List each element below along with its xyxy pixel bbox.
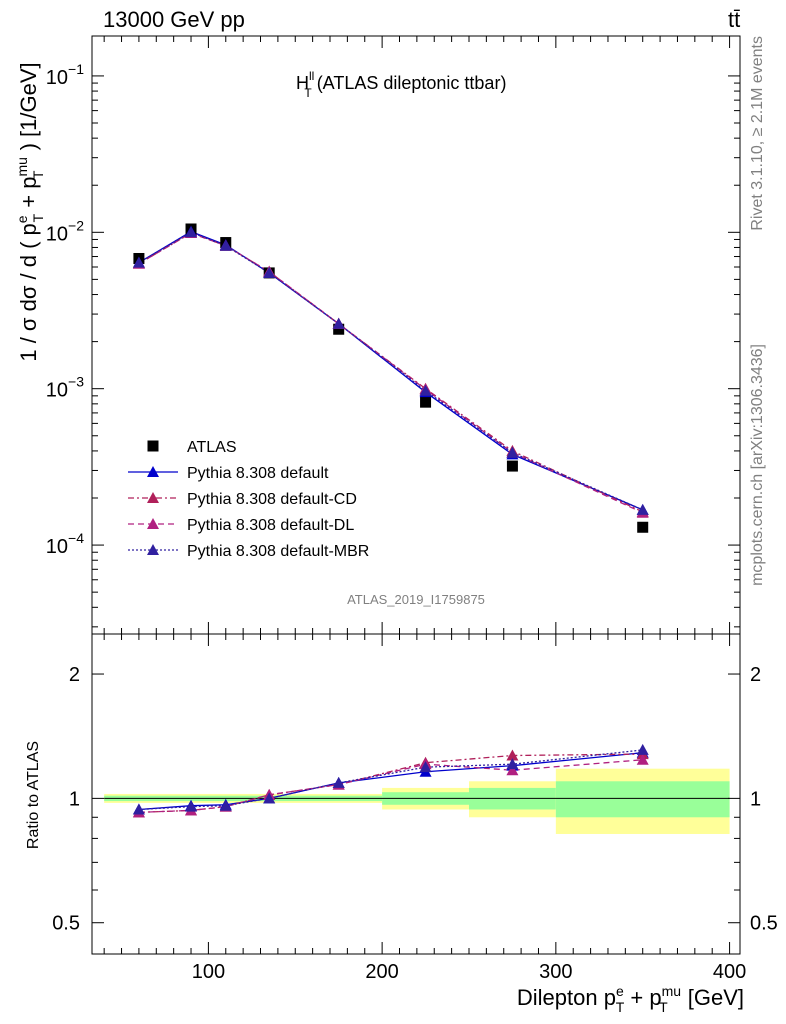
y-tick-exp: −1 [68,61,84,77]
plot-title-sup: ll [309,69,314,83]
legend-marker-atlas [147,440,159,452]
mc-point-mbr [185,226,198,238]
mc-point-mbr [132,256,145,268]
legend-label: Pythia 8.308 default-CD [187,491,357,508]
data-point-atlas [420,396,432,408]
mc-point-mbr [636,503,649,515]
rivet-label: Rivet 3.1.10, ≥ 2.1M events [749,36,766,231]
x-tick-label: 100 [192,961,225,983]
ylabel-part: 1 / σ dσ / d ( p [16,223,41,361]
xlabel-sub: T [659,999,668,1015]
plot-title-sub: T [304,86,312,100]
y-axis-label-main: 1 / σ dσ / d ( peT + pmuT ) [1/GeV] [14,62,46,361]
legend-label: Pythia 8.308 default-MBR [187,543,369,560]
y-tick-label: 1 [69,788,80,810]
y-tick-label-right: 0.5 [750,913,778,935]
y-tick-label: 2 [69,664,80,686]
y-tick-base: 10 [46,223,68,245]
data-point-atlas [637,521,649,533]
ylabel-sup: e [14,215,30,223]
ratio-point-mbr [506,758,519,770]
mc-point-mbr [419,384,432,396]
analysis-id: ATLAS_2019_I1759875 [347,592,485,607]
ylabel-sub: T [30,213,46,222]
legend-marker-default [147,466,159,477]
ratio-point-mbr [636,743,649,755]
y-tick-label-right: 2 [750,664,761,686]
ratio-line-mbr [138,749,643,811]
series-line-mbr [138,231,643,511]
ratio-frame [91,633,741,955]
header-energy: 13000 GeV pp [103,7,245,32]
xlabel-sup: e [616,983,624,999]
ylabel-sub: T [30,170,46,179]
y-tick-label: 0.5 [52,913,80,935]
xlabel-part: Dilepton p [517,985,616,1010]
legend-label: Pythia 8.308 default [187,465,329,482]
x-axis-label: Dilepton pe T + pmu T [GeV] [517,983,744,1015]
y-tick-exp: −2 [68,217,84,233]
y-axis-label-ratio: Ratio to ATLAS [25,741,42,849]
y-tick-label: 10−1 [46,61,84,89]
y-tick-exp: −4 [68,530,84,546]
ratio-point-mbr [419,761,432,773]
ylabel-part: ) [1/GeV] [16,62,41,156]
legend-label: Pythia 8.308 default-DL [187,517,354,534]
ratio-point-mbr [332,776,345,788]
y-tick-base: 10 [46,536,68,558]
plot-title-rest: (ATLAS dileptonic ttbar) [312,73,507,93]
mcplots-label: mcplots.cern.ch [arXiv:1306.3436] [749,344,766,586]
legend-label: ATLAS [187,439,237,456]
main-panel: 10−110−210−310−4 [46,35,741,635]
uncertainty-band-inner [555,781,730,818]
xlabel-part: + p [624,985,661,1010]
data-point-atlas [333,323,345,335]
plot-title-main: H [296,73,309,93]
xlabel-sub: T [616,999,625,1015]
ratio-point-mbr [219,799,232,811]
y-tick-base: 10 [46,380,68,402]
x-tick-label: 400 [713,961,746,983]
data-point-atlas [506,460,518,472]
ratio-point-dl [636,753,649,765]
y-tick-base: 10 [46,67,68,89]
plot-title: Hll T (ATLAS dileptonic ttbar) [296,69,506,100]
ratio-point-dl [506,764,519,776]
mc-point-mbr [332,317,345,329]
xlabel-part: [GeV] [682,985,744,1010]
x-tick-label: 300 [539,961,572,983]
ylabel-sup: mu [14,157,30,176]
legend-marker-cd [147,492,159,503]
x-tick-label: 200 [365,961,398,983]
ratio-point-mbr [185,800,198,812]
y-tick-label: 10−4 [46,530,84,558]
ratio-point-cd [506,749,519,761]
y-tick-label-right: 1 [750,788,761,810]
ratio-line-default [138,752,643,811]
ratio-panel: 100 200 300 400 0.5 0.5 1 1 2 2 [52,633,778,983]
xlabel-sup: mu [662,983,681,999]
legend: ATLAS Pythia 8.308 default Pythia 8.308 de… [128,439,369,560]
ratio-line-cd [138,753,643,814]
legend-marker-mbr [147,544,159,555]
legend-marker-dl [147,518,159,529]
ratio-point-mbr [263,792,276,804]
header-process: tt̄ [728,7,740,32]
mc-point-mbr [219,239,232,251]
y-tick-exp: −3 [68,374,84,390]
ratio-point-mbr [132,803,145,815]
mc-point-mbr [506,446,519,458]
ratio-line-dl [138,759,643,814]
ylabel-part: + p [16,177,41,214]
mc-point-mbr [263,266,276,278]
y-tick-label: 10−3 [46,374,84,402]
y-tick-label: 10−2 [46,217,84,245]
